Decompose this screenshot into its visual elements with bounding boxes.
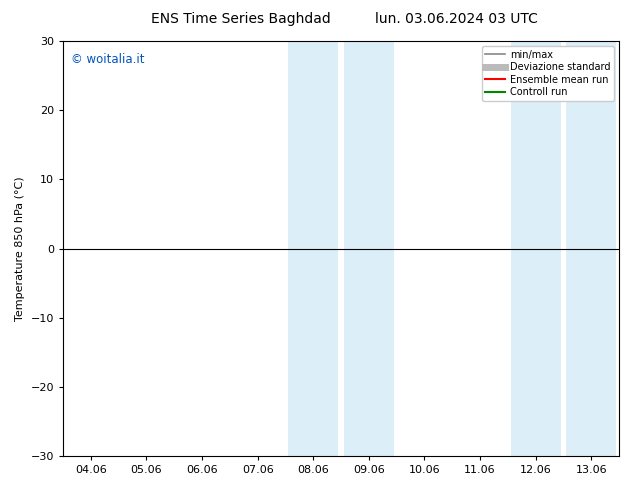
- Text: © woitalia.it: © woitalia.it: [72, 53, 145, 67]
- Text: ENS Time Series Baghdad: ENS Time Series Baghdad: [151, 12, 331, 26]
- Y-axis label: Temperature 850 hPa (°C): Temperature 850 hPa (°C): [15, 176, 25, 321]
- Bar: [566, 41, 616, 456]
- Legend: min/max, Deviazione standard, Ensemble mean run, Controll run: min/max, Deviazione standard, Ensemble m…: [482, 46, 614, 101]
- Bar: [510, 41, 560, 456]
- Text: lun. 03.06.2024 03 UTC: lun. 03.06.2024 03 UTC: [375, 12, 538, 26]
- Bar: [288, 41, 339, 456]
- Bar: [344, 41, 394, 456]
